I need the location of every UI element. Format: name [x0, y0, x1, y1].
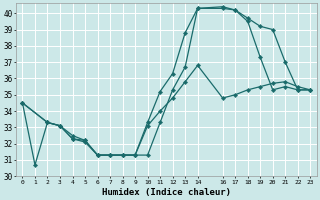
X-axis label: Humidex (Indice chaleur): Humidex (Indice chaleur)	[102, 188, 231, 197]
